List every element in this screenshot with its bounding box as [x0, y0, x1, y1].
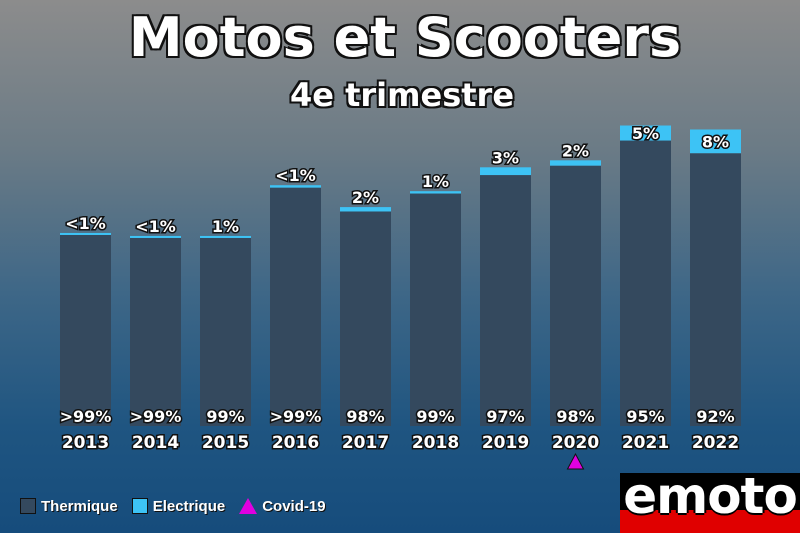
x-tick-2019: 2019 [482, 433, 529, 453]
label-thermique-2021: 95% [626, 407, 664, 426]
bar-electrique-2015 [200, 235, 251, 238]
x-tick-2017: 2017 [342, 433, 389, 453]
label-electrique-2019: 3% [492, 148, 519, 167]
label-thermique-2017: 98% [346, 407, 384, 426]
bar-electrique-2017 [340, 207, 391, 212]
bar-thermique-2016 [270, 187, 321, 426]
annotation-triangle-2020 [566, 452, 585, 470]
label-electrique-2021: 5% [632, 124, 659, 143]
label-thermique-2014: >99% [130, 407, 182, 426]
label-electrique-2014: <1% [135, 217, 176, 236]
bar-electrique-2018 [410, 191, 461, 194]
label-thermique-2013: >99% [60, 407, 112, 426]
chart-subtitle: 4e trimestre [289, 76, 515, 114]
x-tick-2014: 2014 [132, 433, 179, 453]
label-thermique-2022: 92% [696, 407, 734, 426]
legend-label-thermique: Thermique [41, 497, 118, 515]
bar-electrique-2021 [620, 125, 671, 141]
x-tick-2021: 2021 [622, 433, 669, 453]
legend-item-electrique: Electrique [131, 497, 226, 515]
legend-label-covid: Covid-19 [262, 497, 326, 515]
label-thermique-2020: 98% [556, 407, 594, 426]
chart-title: Motos et Scooters [128, 6, 682, 69]
label-thermique-2016: >99% [270, 407, 322, 426]
bar-thermique-2015 [200, 237, 251, 426]
bar-thermique-2022 [690, 153, 741, 426]
label-electrique-2016: <1% [275, 166, 316, 185]
x-tick-2013: 2013 [62, 433, 109, 453]
legend-swatch-electrique [131, 498, 148, 514]
label-electrique-2018: 1% [422, 172, 449, 191]
bar-thermique-2021 [620, 140, 671, 427]
bar-thermique-2018 [410, 193, 461, 426]
bar-thermique-2017 [340, 211, 391, 426]
bar-thermique-2013 [60, 234, 111, 426]
bar-thermique-2020 [550, 165, 601, 426]
bar-electrique-2020 [550, 160, 601, 166]
bar-electrique-2013 [60, 232, 111, 235]
legend: Thermique Electrique Covid-19 [20, 495, 326, 517]
label-thermique-2015: 99% [206, 407, 244, 426]
legend-swatch-thermique [20, 498, 36, 514]
bar-chart: <1% >99% 2013 <1% >99% 2014 1% 99% 2015 <1% >99% 20… [58, 123, 741, 470]
bar-electrique-2014 [130, 235, 181, 238]
label-electrique-2015: 1% [212, 217, 239, 236]
bar-electrique-2016 [270, 185, 321, 188]
legend-item-covid: Covid-19 [239, 497, 326, 515]
x-tick-2016: 2016 [272, 433, 319, 453]
emoto-logo: emoto [620, 473, 800, 533]
label-electrique-2020: 2% [562, 141, 589, 160]
triangle-icon [239, 498, 258, 514]
bar-thermique-2019 [480, 175, 531, 426]
label-electrique-2022: 8% [702, 132, 729, 151]
label-electrique-2017: 2% [352, 188, 379, 207]
label-thermique-2018: 99% [416, 407, 454, 426]
label-electrique-2013: <1% [65, 214, 106, 233]
logo-text: emoto [623, 473, 798, 525]
x-tick-2018: 2018 [412, 433, 459, 453]
x-tick-2020: 2020 [552, 433, 599, 453]
bar-thermique-2014 [130, 237, 181, 426]
x-tick-2022: 2022 [692, 433, 739, 453]
legend-item-thermique: Thermique [20, 498, 118, 515]
x-tick-2015: 2015 [202, 433, 249, 453]
bar-electrique-2019 [480, 167, 531, 176]
bar-electrique-2022 [690, 129, 741, 154]
legend-label-electrique: Electrique [152, 497, 226, 515]
label-thermique-2019: 97% [486, 407, 524, 426]
